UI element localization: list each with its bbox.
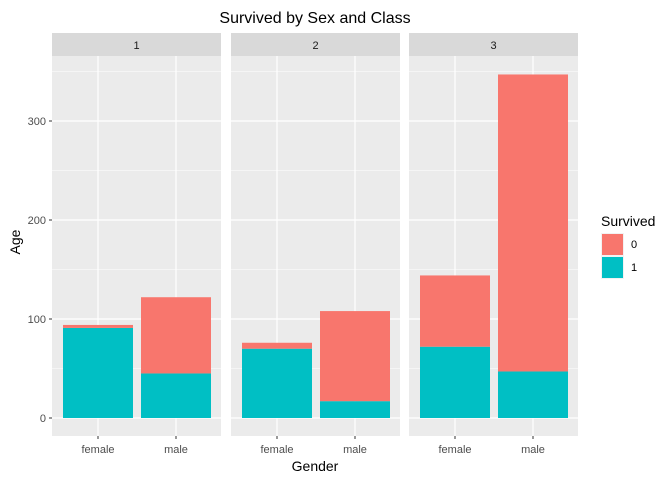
bar-1-male-survived-0 xyxy=(141,297,211,374)
legend-swatch-0 xyxy=(602,234,623,255)
x-tick-label: female xyxy=(438,444,471,456)
y-tick-label: 200 xyxy=(28,215,46,227)
x-tick-label: male xyxy=(343,444,367,456)
legend: Survived 0 1 xyxy=(601,213,655,279)
y-tick-label: 100 xyxy=(28,314,46,326)
chart-title: Survived by Sex and Class xyxy=(219,10,410,27)
x-tick-label: female xyxy=(81,444,114,456)
facet-panels: 1 female male 2 female male 3 female male xyxy=(52,33,578,456)
facet-strip-label: 3 xyxy=(490,40,496,52)
bar-1-male-survived-1 xyxy=(141,373,211,418)
y-tick-label: 0 xyxy=(40,413,46,425)
facet-strip-label: 1 xyxy=(133,40,139,52)
bar-2-female-survived-1 xyxy=(242,348,312,418)
facet-strip-label: 2 xyxy=(312,40,318,52)
legend-swatch-1 xyxy=(602,257,623,278)
bar-3-female-survived-0 xyxy=(420,275,490,347)
legend-title: Survived xyxy=(601,213,655,229)
x-tick-label: female xyxy=(260,444,293,456)
x-tick-label: male xyxy=(521,444,545,456)
facet-strip xyxy=(409,33,578,56)
facet-panel-2: 2 female male xyxy=(231,33,400,456)
facet-panel-3: 3 female male xyxy=(409,33,578,456)
facet-strip xyxy=(231,33,400,56)
y-tick-label: 300 xyxy=(28,116,46,128)
bar-1-female-survived-1 xyxy=(63,327,133,418)
x-axis-title: Gender xyxy=(292,458,339,474)
bar-3-male-survived-0 xyxy=(498,74,568,372)
facet-panel-1: 1 female male xyxy=(52,33,221,456)
bar-3-male-survived-1 xyxy=(498,371,568,418)
legend-label-1: 1 xyxy=(631,262,637,274)
bar-2-male-survived-0 xyxy=(320,311,390,402)
bar-3-female-survived-1 xyxy=(420,346,490,418)
legend-label-0: 0 xyxy=(631,239,637,251)
facet-strip xyxy=(52,33,221,56)
x-tick-label: male xyxy=(164,444,188,456)
bar-2-male-survived-1 xyxy=(320,401,390,418)
y-axis-title: Age xyxy=(7,229,23,254)
bar-1-female-survived-0 xyxy=(63,324,133,328)
y-axis: 0 100 200 300 xyxy=(28,116,52,425)
bar-2-female-survived-0 xyxy=(242,342,312,349)
